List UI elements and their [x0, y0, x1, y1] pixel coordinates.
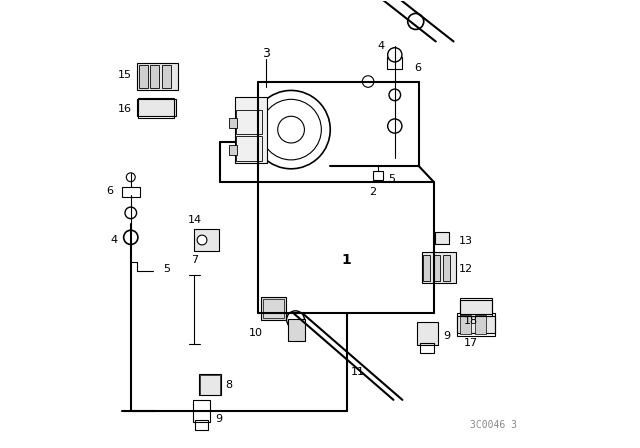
Circle shape	[126, 173, 135, 182]
Circle shape	[389, 89, 401, 101]
Circle shape	[197, 235, 207, 245]
Circle shape	[287, 311, 305, 329]
Bar	[288, 319, 305, 340]
Bar	[457, 316, 495, 333]
Text: 4: 4	[378, 41, 385, 51]
Bar	[122, 188, 140, 197]
Bar	[420, 343, 434, 353]
Circle shape	[362, 76, 374, 87]
Circle shape	[408, 13, 424, 30]
Text: 11: 11	[351, 367, 365, 377]
Circle shape	[388, 47, 402, 62]
Bar	[417, 322, 438, 345]
Text: 5: 5	[388, 173, 395, 184]
Bar	[200, 375, 220, 395]
Text: 6: 6	[106, 185, 113, 196]
Text: 18: 18	[464, 316, 479, 326]
Bar	[195, 420, 208, 430]
Text: 6: 6	[415, 63, 422, 73]
Text: 1: 1	[342, 253, 351, 267]
Circle shape	[278, 116, 305, 143]
Bar	[138, 98, 174, 118]
Bar	[460, 315, 472, 334]
Text: 5: 5	[163, 264, 170, 275]
Bar	[193, 400, 210, 422]
Text: 16: 16	[118, 104, 132, 114]
Text: 15: 15	[118, 70, 132, 80]
Bar	[457, 313, 495, 336]
Circle shape	[388, 119, 402, 133]
Circle shape	[125, 207, 136, 219]
Text: 13: 13	[459, 236, 473, 246]
Text: 3C0046 3: 3C0046 3	[470, 420, 517, 430]
Bar	[475, 315, 486, 334]
Bar	[236, 136, 262, 161]
Bar	[261, 297, 285, 320]
Bar	[422, 253, 456, 283]
Bar	[387, 57, 403, 69]
Bar	[373, 172, 383, 181]
Bar	[236, 110, 262, 134]
Text: 17: 17	[464, 338, 479, 348]
Text: 7: 7	[191, 254, 198, 265]
Bar	[234, 97, 267, 163]
Circle shape	[260, 99, 321, 160]
Circle shape	[124, 230, 138, 245]
Bar	[443, 255, 450, 281]
Bar	[228, 145, 237, 155]
Bar	[460, 298, 492, 316]
Bar	[435, 233, 449, 244]
Text: 2: 2	[369, 187, 376, 197]
Text: 9: 9	[215, 414, 222, 424]
Bar	[162, 65, 171, 88]
Bar	[433, 255, 440, 281]
Text: 14: 14	[188, 215, 202, 225]
Bar	[263, 299, 284, 319]
Bar	[150, 65, 159, 88]
Text: 4: 4	[111, 235, 118, 245]
Bar	[199, 374, 221, 396]
Bar	[195, 229, 219, 251]
Text: 8: 8	[226, 380, 233, 390]
Circle shape	[252, 90, 330, 169]
Text: 10: 10	[248, 328, 262, 338]
Bar	[136, 63, 177, 90]
Text: 9: 9	[444, 331, 451, 341]
Bar	[423, 255, 431, 281]
Bar	[228, 118, 237, 128]
Text: 3: 3	[262, 47, 269, 60]
Text: 12: 12	[459, 263, 473, 274]
Bar	[139, 65, 148, 88]
Bar	[136, 99, 176, 116]
Bar	[460, 300, 492, 314]
